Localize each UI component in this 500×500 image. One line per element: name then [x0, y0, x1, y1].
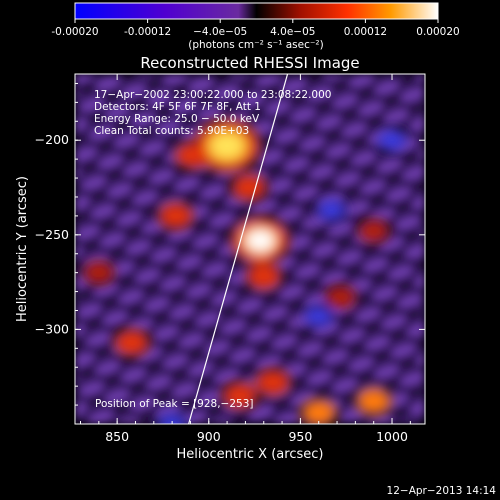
colorbar-ticks: -0.00020 -0.00012 −4.0e−05 4.0e−05 0.00012 0.…	[51, 19, 460, 38]
hot-source	[246, 263, 281, 290]
info-line-time: 17−Apr−2002 23:00:22.000 to 23:08:22.000	[94, 89, 331, 101]
hot-source	[175, 142, 210, 169]
x-tick-label: 900	[197, 429, 221, 444]
hot-source	[255, 369, 290, 396]
colorbar-tick-label: 0.00012	[344, 26, 387, 38]
info-line-counts: Clean Total counts: 5.90E+03	[94, 125, 249, 137]
hot-source	[246, 229, 275, 251]
chart-title: Reconstructed RHESSI Image	[140, 54, 359, 72]
hot-source	[325, 285, 356, 309]
info-line-energy: Energy Range: 25.0 − 50.0 keV	[94, 113, 260, 125]
colorbar-tick-label: 4.0e−05	[270, 26, 315, 38]
colorbar-tick-label: −4.0e−05	[193, 26, 247, 38]
info-line-detectors: Detectors: 4F 5F 6F 7F 8F, Att 1	[94, 101, 261, 113]
heatmap-area	[75, 74, 425, 424]
hot-source	[114, 329, 149, 356]
hot-source	[301, 399, 336, 424]
x-tick-label: 1000	[376, 429, 408, 444]
colorbar-tick-label: -0.00020	[51, 26, 98, 38]
footer-timestamp: 12−Apr−2013 14:14	[387, 485, 497, 497]
colorbar-unit-label: (photons cm⁻² s⁻¹ asec⁻²)	[188, 39, 323, 51]
x-tick-label: 850	[105, 429, 129, 444]
colorbar	[74, 2, 439, 20]
x-axis-label: Heliocentric X (arcsec)	[177, 447, 324, 462]
y-tick-label: −300	[35, 321, 69, 336]
hot-source	[222, 382, 257, 409]
plot-frame	[74, 73, 426, 425]
cold-source	[304, 306, 333, 327]
hot-source	[232, 174, 267, 201]
hot-source	[83, 261, 114, 284]
y-axis-label: Heliocentric Y (arcsec)	[15, 176, 30, 322]
hot-source	[358, 219, 389, 243]
cold-source	[158, 414, 187, 424]
peak-position-label: Position of Peak = [928,−253]	[95, 398, 254, 410]
y-tick-label: −200	[35, 132, 69, 147]
hot-source	[158, 203, 193, 229]
x-tick-label: 950	[288, 429, 312, 444]
cold-source	[378, 130, 407, 151]
solar-limb-line	[188, 74, 289, 424]
y-tick-label: −250	[35, 227, 69, 242]
hot-source	[211, 133, 244, 158]
hot-source	[356, 388, 391, 415]
axis-ticks: 850 900 950 1000 −200 −250 −300	[35, 74, 425, 444]
colorbar-tick-label: 0.00020	[416, 26, 459, 38]
colorbar-tick-label: -0.00012	[124, 26, 171, 38]
cold-source	[317, 200, 346, 221]
